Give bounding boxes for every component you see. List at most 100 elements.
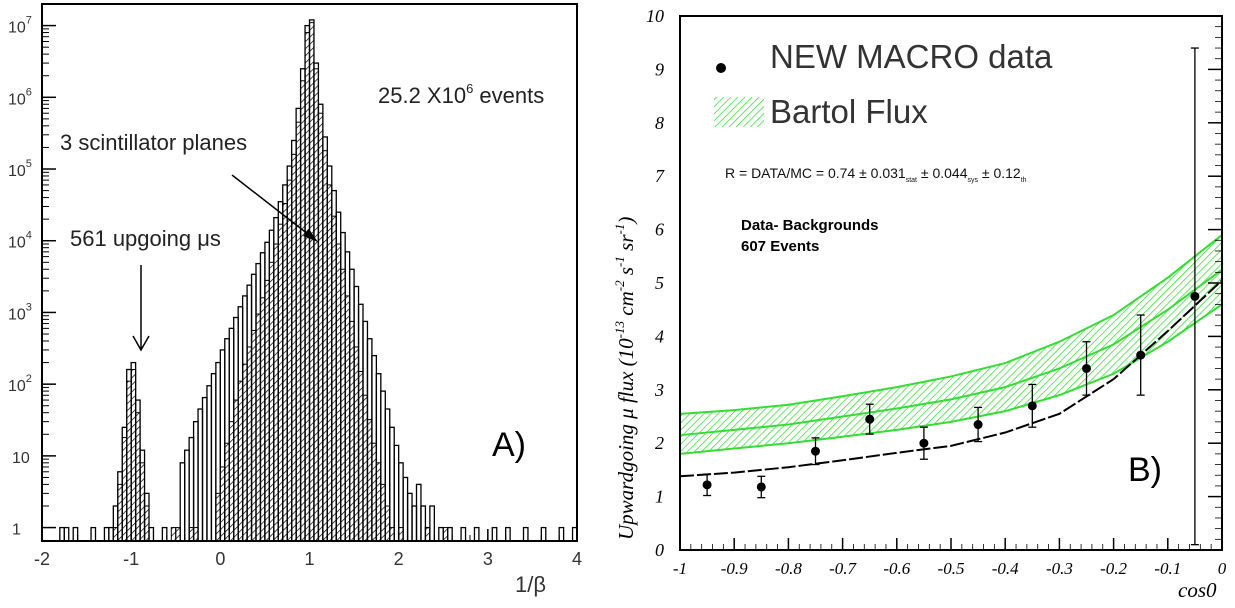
- histogram-bar-open: [197, 408, 204, 542]
- events-count-text: 607 Events: [741, 238, 819, 255]
- histogram-bar-hatched: [366, 419, 373, 542]
- histogram-bar-open: [59, 526, 65, 542]
- y-tick-label-b: 5: [655, 273, 664, 293]
- y-tick-label-b: 6: [655, 220, 664, 240]
- y-tick-label-a: 102: [8, 373, 32, 395]
- histogram-bar-open: [210, 373, 217, 542]
- ratio-annotation: R = DATA/MC = 0.74 ± 0.031stat ± 0.044sy…: [725, 165, 1027, 184]
- y-tick-label-a: 1: [12, 522, 21, 539]
- x-tick-label-b: -0.5: [938, 559, 965, 578]
- histogram-bar-open: [103, 526, 110, 542]
- histogram-bar-open: [460, 526, 467, 542]
- data-point: [973, 420, 983, 430]
- y-tick-label-a: 106: [8, 86, 32, 108]
- histogram-bar-open: [108, 526, 114, 542]
- data-point: [702, 480, 712, 490]
- data-point: [811, 446, 820, 456]
- histogram-bar-hatched: [112, 527, 119, 542]
- y-tick-label-a: 105: [8, 158, 32, 180]
- histogram-bar-hatched: [331, 215, 337, 542]
- histogram-bar-open: [540, 526, 547, 542]
- histogram-bar-hatched: [304, 32, 310, 542]
- y-tick-label-b: 4: [655, 326, 664, 346]
- backgrounds-text: Data- Backgrounds: [741, 217, 879, 234]
- panel-a: -2 -1 0 1 2 3 4 1 10 102 103 104 105 106 107 25.2 X106…: [8, 3, 582, 597]
- x-tick-label-b: -0.6: [883, 559, 910, 578]
- histogram-bar-hatched: [255, 313, 261, 542]
- x-tick-label-b: -0.9: [721, 559, 748, 578]
- y-tick-label-b: 1: [655, 487, 664, 507]
- histogram-bar-hatched: [139, 462, 146, 542]
- histogram-bar-hatched: [170, 527, 177, 542]
- data-points: [702, 47, 1200, 546]
- panel-label-b: B): [1128, 451, 1162, 489]
- y-tick-label-a: 103: [8, 301, 32, 323]
- histogram-bar-hatched: [300, 80, 306, 542]
- histogram-bar-open: [206, 385, 213, 542]
- histogram-bar-hatched: [121, 437, 128, 542]
- y-tick-label-a: 104: [8, 230, 32, 252]
- histogram-bar-hatched: [322, 150, 328, 542]
- histogram-bar-hatched: [389, 527, 395, 542]
- bartol-band-line: [679, 234, 1223, 415]
- upgoing-annotation: 561 upgoing μs: [70, 226, 221, 251]
- histogram-bar-hatched: [126, 380, 132, 542]
- histogram-bar-hatched: [259, 297, 266, 542]
- histogram-bar-hatched: [362, 394, 368, 542]
- histogram-bar-open: [192, 421, 199, 542]
- histogram-bar-open: [179, 462, 186, 542]
- events-annotation: 25.2 X106 events: [378, 81, 544, 108]
- histogram-bar-hatched: [384, 505, 391, 542]
- x-tick-label-b: -0.4: [992, 559, 1019, 578]
- histogram-bars: [112, 22, 449, 542]
- histogram-bar-hatched: [309, 22, 315, 542]
- bartol-band: [679, 234, 1223, 455]
- axis-ticks-b: -1 -0.9 -0.8 -0.7 -0.6 -0.5 -0.4 -0.3 -0.2 -0.1 0 0…: [646, 6, 1227, 578]
- histogram-bar-open: [406, 492, 413, 542]
- x-tick-label-b: -1: [673, 559, 687, 578]
- histogram-bar-hatched: [224, 442, 230, 542]
- histogram-bar-hatched: [424, 527, 431, 542]
- histogram-bar-hatched: [246, 346, 253, 542]
- panel-b: -1 -0.9 -0.8 -0.7 -0.6 -0.5 -0.4 -0.3 -0.2 -0.1 0 0…: [612, 6, 1227, 602]
- histogram-bar-hatched: [335, 243, 342, 542]
- y-tick-label-a: 10: [12, 450, 30, 467]
- x-tick-label-b: -0.2: [1100, 559, 1127, 578]
- x-tick-label-b: -0.7: [829, 559, 857, 578]
- histogram-bar-hatched: [371, 442, 377, 542]
- histogram-bar-open: [415, 483, 422, 542]
- y-tick-label-b: 7: [655, 166, 665, 186]
- histogram-bar-open: [473, 526, 480, 542]
- bartol-band-line: [679, 268, 1223, 437]
- histogram-bar-open: [148, 526, 155, 542]
- histogram-bar-open: [72, 526, 79, 542]
- upgoing-arrowhead: [132, 335, 150, 352]
- histogram-bar-hatched: [268, 261, 275, 542]
- histogram-bar-open: [402, 476, 409, 542]
- histogram-bar-open: [63, 526, 70, 542]
- bartol-band-line: [679, 303, 1223, 455]
- legend-data-label: NEW MACRO data: [770, 38, 1053, 75]
- histogram-bar-open: [438, 526, 444, 542]
- histogram-bar-hatched: [442, 527, 449, 542]
- x-axis-label-a: 1/β: [515, 572, 546, 597]
- histogram-bar-hatched: [282, 203, 288, 542]
- histogram-bar-hatched: [340, 268, 346, 542]
- x-tick-label-a: 1: [304, 549, 314, 569]
- planes-annotation: 3 scintillator planes: [60, 130, 247, 155]
- mc-curve: [679, 279, 1223, 478]
- histogram-bar-hatched: [291, 153, 297, 542]
- y-tick-label-b: 9: [655, 59, 664, 79]
- histogram-bar-hatched: [349, 320, 355, 542]
- y-tick-label-b: 3: [654, 380, 664, 400]
- histogram-bar-hatched: [264, 279, 270, 542]
- histogram-bar-hatched: [273, 243, 279, 542]
- y-tick-label-a: 107: [8, 15, 32, 37]
- y-tick-label-b: 0: [655, 540, 664, 560]
- data-point: [756, 482, 766, 492]
- y-axis-label-b: Upwardgoing μ flux (10-13 cm-2 s-1 sr-1): [612, 217, 638, 540]
- histogram-bar-open: [558, 526, 565, 542]
- data-point: [1082, 363, 1091, 373]
- planes-arrow: [231, 174, 314, 239]
